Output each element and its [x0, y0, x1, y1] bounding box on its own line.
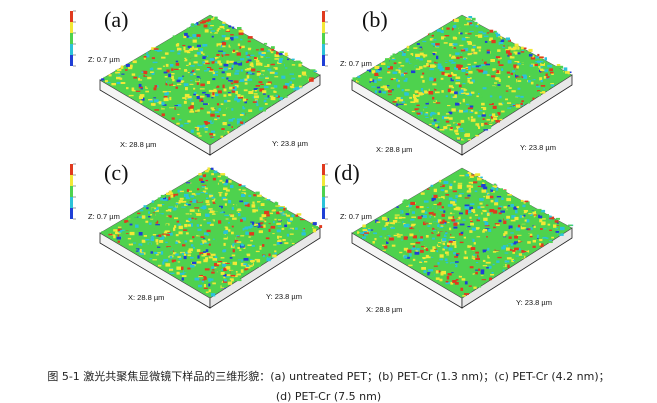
- x-axis-label-a: X: 28.8 µm: [120, 140, 157, 149]
- color-scale-bar: [322, 10, 328, 67]
- y-axis-label-b: Y: 23.8 µm: [520, 143, 557, 152]
- y-axis-label-c: Y: 23.8 µm: [266, 292, 303, 301]
- y-axis-label-d: Y: 23.8 µm: [516, 298, 553, 307]
- color-scale-bar: [322, 163, 328, 220]
- figure-caption-line1: 图 5-1 激光共聚焦显微镜下样品的三维形貌：(a) untreated PET…: [47, 370, 610, 383]
- color-scale-bar: [70, 163, 76, 220]
- panel-label-a: (a): [104, 7, 129, 32]
- z-axis-label-d: Z: 0.7 µm: [340, 212, 372, 221]
- figure-caption-line2: (d) PET-Cr (7.5 nm): [275, 390, 382, 403]
- surface-3d-plot-a: [70, 10, 321, 156]
- surface-3d-plot-b: [322, 10, 573, 156]
- x-axis-label-c: X: 28.8 µm: [128, 293, 165, 302]
- surface-texture: [351, 167, 574, 299]
- panel-label-b: (b): [362, 7, 388, 32]
- surface-texture: [351, 14, 573, 146]
- x-axis-label-b: X: 28.8 µm: [376, 145, 413, 154]
- surface-texture: [99, 167, 323, 299]
- panel-label-c: (c): [104, 160, 129, 185]
- z-axis-label-c: Z: 0.7 µm: [88, 212, 120, 221]
- x-axis-label-d: X: 28.8 µm: [366, 305, 403, 314]
- surface-3d-plot-d: [322, 163, 574, 309]
- z-axis-label-a: Z: 0.7 µm: [88, 55, 120, 64]
- y-axis-label-a: Y: 23.8 µm: [272, 139, 309, 148]
- panel-d: (d) Z: 0.7 µm X: 28.8 µm Y: 23.8 µm: [312, 158, 602, 323]
- panel-label-d: (d): [334, 160, 360, 185]
- color-scale-bar: [70, 10, 76, 67]
- panel-b: (b) Z: 0.7 µm X: 28.8 µm Y: 23.8 µm: [312, 5, 602, 170]
- z-axis-label-b: Z: 0.7 µm: [340, 59, 372, 68]
- panel-c: (c) Z: 0.7 µm X: 28.8 µm Y: 23.8 µm: [60, 158, 350, 323]
- surface-3d-plot-c: [70, 163, 323, 309]
- surface-texture: [99, 14, 321, 146]
- panel-a: (a) Z: 0.7 µm X: 28.8 µm Y: 23.8 µm: [60, 5, 350, 170]
